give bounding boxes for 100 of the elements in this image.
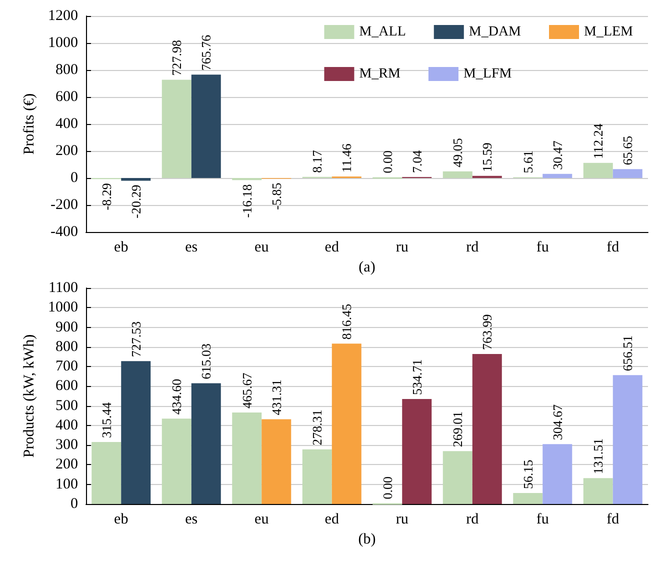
bar bbox=[612, 169, 642, 178]
data-label: -5.85 bbox=[268, 182, 284, 210]
data-label: 56.15 bbox=[520, 460, 536, 489]
bar bbox=[542, 444, 572, 504]
x-tick-label: ed bbox=[324, 240, 340, 256]
y-tick-label: 500 bbox=[56, 398, 78, 414]
y-tick-label: 1000 bbox=[48, 35, 78, 51]
data-label: 269.01 bbox=[450, 411, 466, 448]
bar bbox=[121, 178, 151, 181]
y-tick-label: 100 bbox=[56, 476, 78, 492]
data-label: 11.46 bbox=[339, 143, 354, 172]
y-tick-label: -200 bbox=[50, 197, 78, 213]
y-axis-title: Products (kW, kWh) bbox=[22, 334, 38, 458]
y-tick-label: 0 bbox=[70, 170, 78, 186]
bar bbox=[583, 478, 613, 504]
legend-label: M_RM bbox=[359, 66, 402, 82]
bar bbox=[262, 419, 292, 504]
x-tick-label: fd bbox=[606, 512, 620, 528]
y-tick-label: 300 bbox=[56, 437, 78, 454]
data-label: 315.44 bbox=[98, 402, 114, 438]
y-tick-label: 200 bbox=[56, 456, 78, 473]
data-label: 30.47 bbox=[550, 140, 565, 170]
data-label: 465.67 bbox=[239, 372, 254, 409]
x-tick-label: eb bbox=[114, 240, 128, 256]
bar bbox=[191, 74, 221, 178]
data-label: -16.18 bbox=[239, 184, 254, 218]
x-tick-label: ed bbox=[324, 512, 340, 528]
y-tick-label: 600 bbox=[56, 89, 78, 105]
data-label: 304.67 bbox=[550, 404, 565, 440]
data-label: 5.61 bbox=[520, 150, 536, 174]
bar bbox=[472, 354, 502, 504]
x-tick-label: rd bbox=[466, 240, 480, 256]
legend-label: M_LEM bbox=[584, 24, 634, 40]
y-tick-label: 600 bbox=[56, 378, 78, 394]
bar bbox=[162, 418, 192, 504]
y-tick-label: -400 bbox=[50, 224, 78, 240]
y-tick-label: 900 bbox=[56, 319, 78, 336]
bar bbox=[612, 375, 642, 504]
data-label: 434.60 bbox=[169, 378, 184, 415]
data-label: 49.05 bbox=[450, 138, 466, 168]
data-label: 278.31 bbox=[310, 410, 325, 446]
data-label: 7.04 bbox=[409, 150, 424, 174]
data-label: 765.76 bbox=[198, 34, 214, 71]
data-label: 534.71 bbox=[409, 359, 424, 395]
x-tick-label: fu bbox=[536, 512, 550, 528]
data-label: 65.65 bbox=[620, 136, 636, 166]
y-axis-title: Profits (€) bbox=[22, 93, 38, 155]
data-label: 656.51 bbox=[620, 335, 636, 372]
x-tick-label: fu bbox=[536, 240, 550, 256]
legend-label: M_ALL bbox=[359, 24, 406, 40]
y-tick-label: 400 bbox=[56, 116, 78, 132]
data-label: 0.00 bbox=[380, 476, 395, 500]
data-label: 8.17 bbox=[310, 150, 325, 173]
x-tick-label: es bbox=[185, 240, 198, 256]
x-tick-label: eb bbox=[114, 512, 128, 528]
bar bbox=[232, 412, 262, 504]
legend-label: M_DAM bbox=[468, 24, 522, 40]
data-label: 727.53 bbox=[128, 321, 144, 358]
bar bbox=[92, 442, 122, 504]
bar bbox=[442, 451, 472, 504]
data-label: 431.31 bbox=[268, 380, 284, 416]
x-tick-label: ru bbox=[396, 512, 409, 528]
bar bbox=[121, 361, 151, 504]
x-tick-label: eu bbox=[254, 512, 270, 528]
x-axis-title: (b) bbox=[358, 532, 376, 548]
bar bbox=[583, 162, 613, 178]
x-tick-label: ru bbox=[396, 240, 409, 256]
bar bbox=[191, 383, 221, 504]
data-label: 727.98 bbox=[169, 40, 184, 76]
bar bbox=[542, 174, 572, 178]
bar bbox=[442, 171, 472, 178]
data-label: 15.59 bbox=[480, 142, 495, 172]
bar bbox=[402, 399, 432, 504]
y-tick-label: 400 bbox=[56, 417, 78, 434]
y-tick-label: 200 bbox=[56, 143, 78, 159]
x-tick-label: eu bbox=[254, 240, 270, 256]
bar bbox=[302, 449, 332, 504]
data-label: 615.03 bbox=[198, 343, 214, 380]
data-label: 816.45 bbox=[339, 304, 354, 340]
data-label: 131.51 bbox=[590, 438, 606, 474]
data-label: -20.29 bbox=[128, 184, 144, 218]
y-tick-label: 800 bbox=[56, 338, 78, 355]
data-label: -8.29 bbox=[98, 183, 114, 210]
y-tick-label: 800 bbox=[56, 62, 78, 78]
x-tick-label: es bbox=[185, 512, 198, 528]
y-tick-label: 1000 bbox=[48, 300, 78, 316]
y-tick-label: 1200 bbox=[48, 8, 78, 24]
x-tick-label: fd bbox=[606, 240, 620, 256]
data-label: 763.99 bbox=[480, 314, 495, 350]
bar bbox=[162, 80, 192, 178]
x-tick-label: rd bbox=[466, 512, 480, 528]
bar bbox=[332, 344, 362, 504]
y-tick-label: 1100 bbox=[48, 280, 78, 296]
x-axis-title: (a) bbox=[358, 260, 376, 276]
legend-label: M_LFM bbox=[463, 66, 512, 82]
bar bbox=[513, 492, 543, 504]
y-tick-label: 700 bbox=[56, 358, 78, 375]
data-label: 0.00 bbox=[380, 150, 395, 174]
y-tick-label: 0 bbox=[70, 496, 78, 512]
data-label: 112.24 bbox=[590, 123, 606, 159]
